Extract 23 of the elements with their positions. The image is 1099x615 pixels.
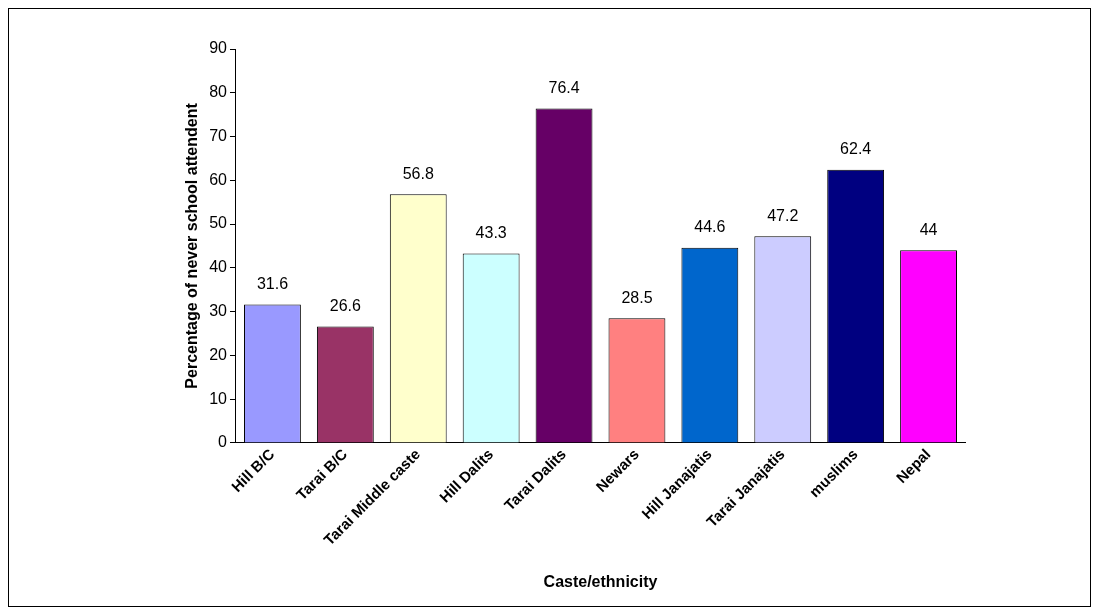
data-label: 62.4	[840, 140, 872, 158]
data-label: 28.5	[621, 288, 653, 306]
y-tick-label: 20	[209, 345, 228, 363]
data-label: 44.6	[694, 218, 726, 236]
data-label: 43.3	[475, 223, 507, 241]
data-label: 31.6	[256, 275, 289, 292]
data-label: 26.6	[329, 296, 362, 314]
y-tick-label: 80	[209, 83, 228, 101]
y-tick-label: 70	[209, 126, 228, 144]
data-label: 76.4	[548, 78, 580, 96]
y-tick-label: 40	[209, 258, 228, 276]
x-tick-label: Hill B/C	[227, 445, 278, 496]
y-tick-label: 90	[209, 39, 228, 57]
data-label: 56.8	[402, 164, 434, 182]
data-label: 44	[919, 220, 938, 238]
y-axis-title: Percentage of never school attendent	[183, 102, 201, 389]
y-tick-label: 0	[218, 433, 228, 451]
y-tick-label: 50	[209, 214, 228, 232]
y-tick-label: 10	[209, 389, 228, 407]
y-tick-label: 60	[209, 170, 228, 188]
data-label: 47.2	[767, 206, 799, 224]
y-tick-label: 30	[209, 302, 228, 320]
x-axis-title: Caste/ethnicity	[543, 572, 658, 590]
